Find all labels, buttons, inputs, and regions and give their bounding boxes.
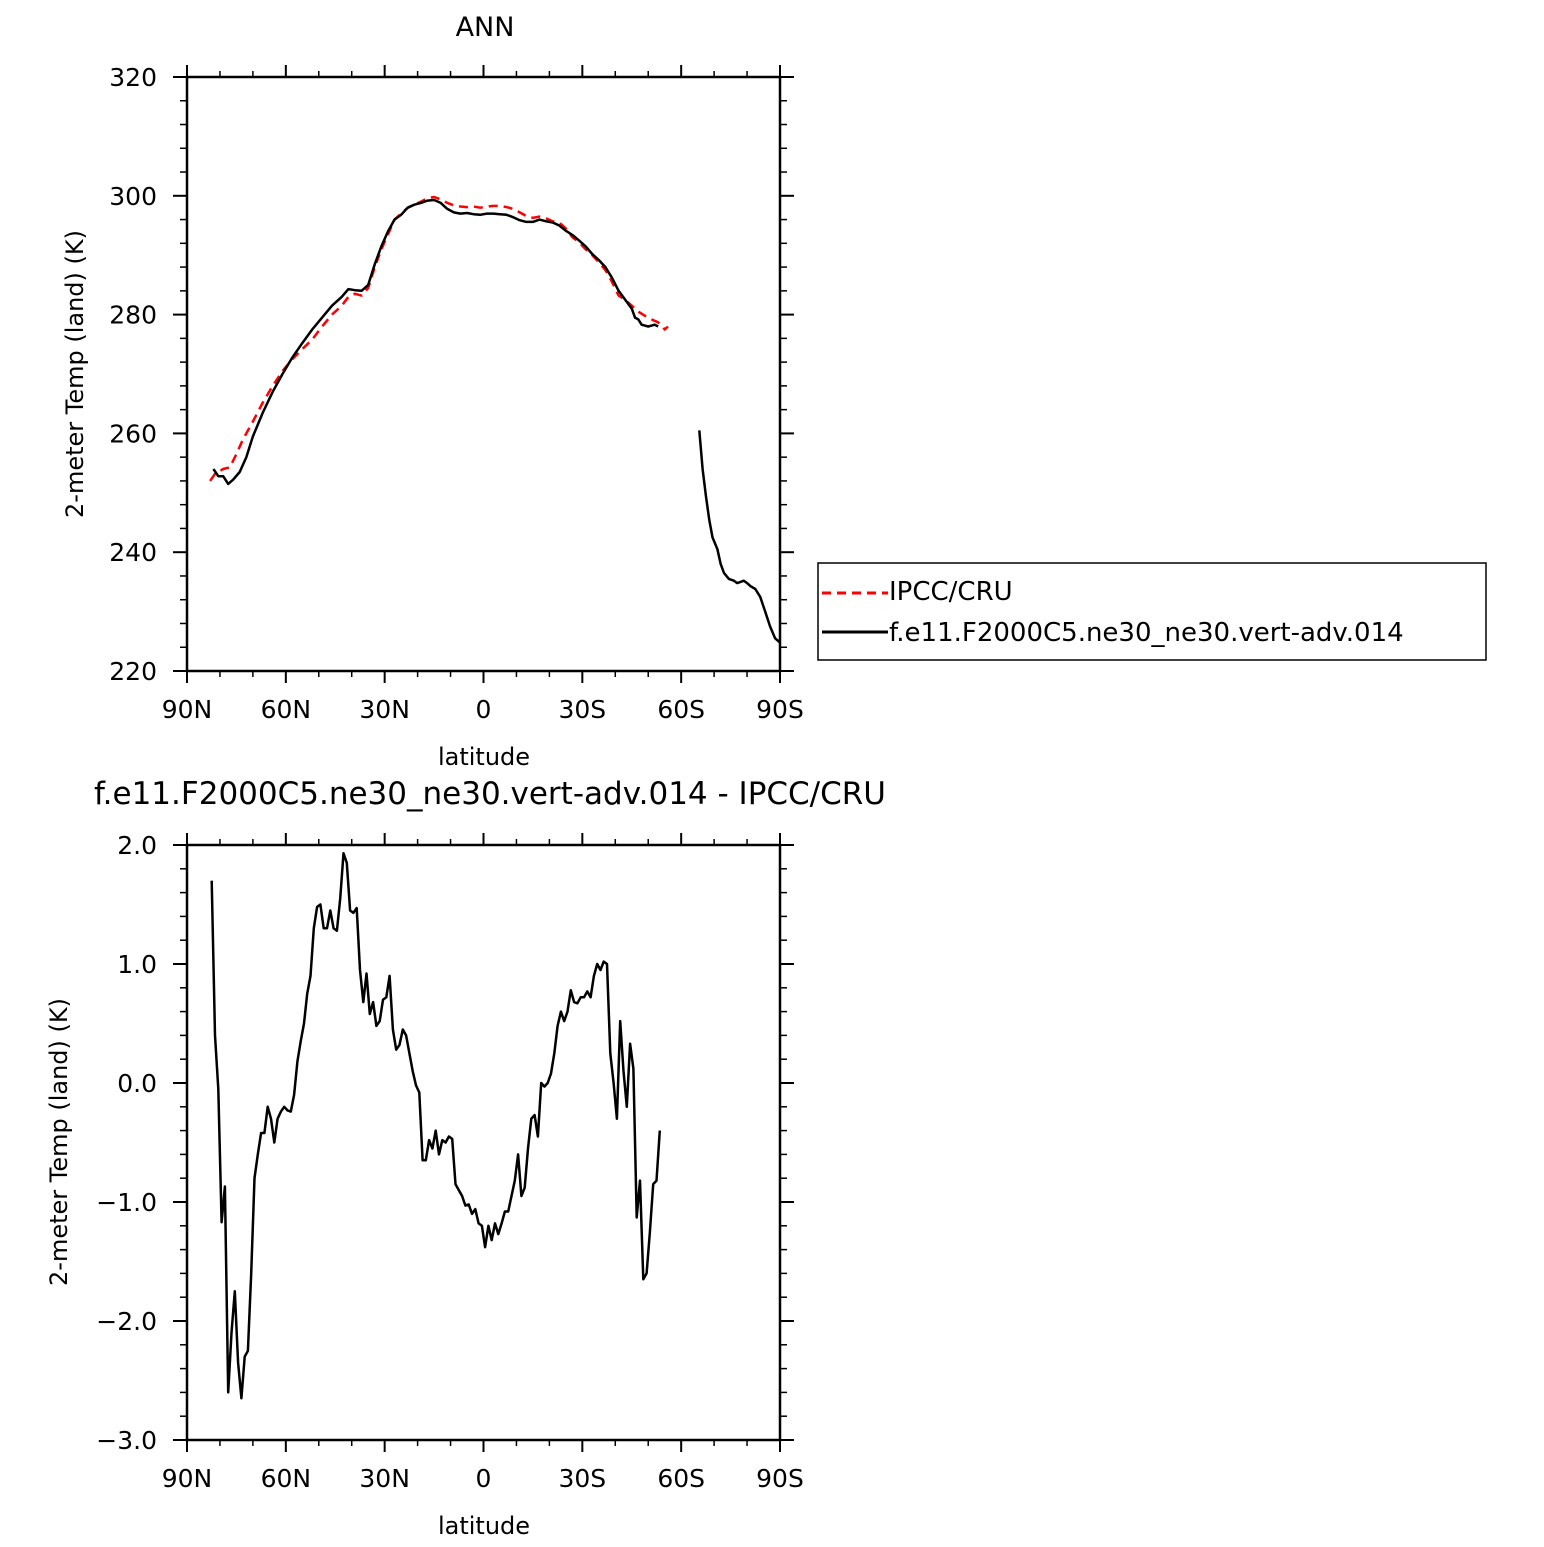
panel-bottom-y-tick-label: −2.0 [96,1307,157,1336]
panel-bottom-title: f.e11.F2000C5.ne30_ne30.vert-adv.014 - I… [94,776,886,812]
panel-bottom-y-tick-label: 2.0 [117,831,157,860]
panel-top-series-1-line [698,430,781,644]
legend-label-ipcc-cru: IPCC/CRU [889,577,1013,607]
legend-label-model: f.e11.F2000C5.ne30_ne30.vert-adv.014 [889,618,1404,648]
panel-top-x-tick-label: 90N [162,695,213,724]
panel-bottom-series-0-line [210,852,662,1400]
panel-top: ANN 90N 60N 30N 0 30S 60S 90S 220 240 260 280 300 32… [61,12,804,771]
legend: IPCC/CRU f.e11.F2000C5.ne30_ne30.vert-ad… [817,562,1487,661]
panel-bottom-x-tick-label: 90N [162,1464,213,1493]
panel-bottom-x-tick-label: 0 [476,1464,492,1493]
panel-top-y-tick-label: 260 [109,419,157,448]
panel-top-y-tick-label: 240 [109,538,157,567]
panel-top-title: ANN [456,12,515,43]
panel-top-x-tick-label: 90S [756,695,804,724]
panel-top-x-tick-label: 60S [657,695,705,724]
panel-top-xlabel: latitude [438,743,530,771]
panel-top-ylabel: 2-meter Temp (land) (K) [61,230,89,518]
panel-bottom-y-tick-label: −1.0 [96,1188,157,1217]
panel-bottom-x-tick-label: 30S [558,1464,606,1493]
panel-top-y-tick-label: 220 [109,657,157,686]
panel-bottom-x-tick-label: 60S [657,1464,705,1493]
panel-bottom-x-tick-label: 60N [261,1464,312,1493]
panel-top-x-tick-label: 30S [558,695,606,724]
panel-bottom-y-tick-label: 0.0 [117,1069,157,1098]
panel-bottom-x-tick-label: 30N [359,1464,410,1493]
panel-top-series-0-line [209,195,669,482]
panel-bottom-y-tick-label: −3.0 [96,1426,157,1455]
panel-top-x-tick-label: 60N [261,695,312,724]
panel-bottom-y-tick-label: 1.0 [117,950,157,979]
panel-bottom-xlabel: latitude [438,1512,530,1540]
panel-bottom-x-tick-label: 90S [756,1464,804,1493]
panel-top-y-tick-label: 280 [109,301,157,330]
panel-top-y-tick-label: 320 [109,63,157,92]
panel-bottom: f.e11.F2000C5.ne30_ne30.vert-adv.014 - I… [45,776,886,1540]
panel-top-series-1-line [212,198,659,486]
panel-bottom-ylabel: 2-meter Temp (land) (K) [45,998,73,1286]
panel-top-x-tick-label: 30N [359,695,410,724]
panel-top-x-tick-label: 0 [476,695,492,724]
legend-box [817,562,1487,661]
panel-top-y-tick-label: 300 [109,182,157,211]
